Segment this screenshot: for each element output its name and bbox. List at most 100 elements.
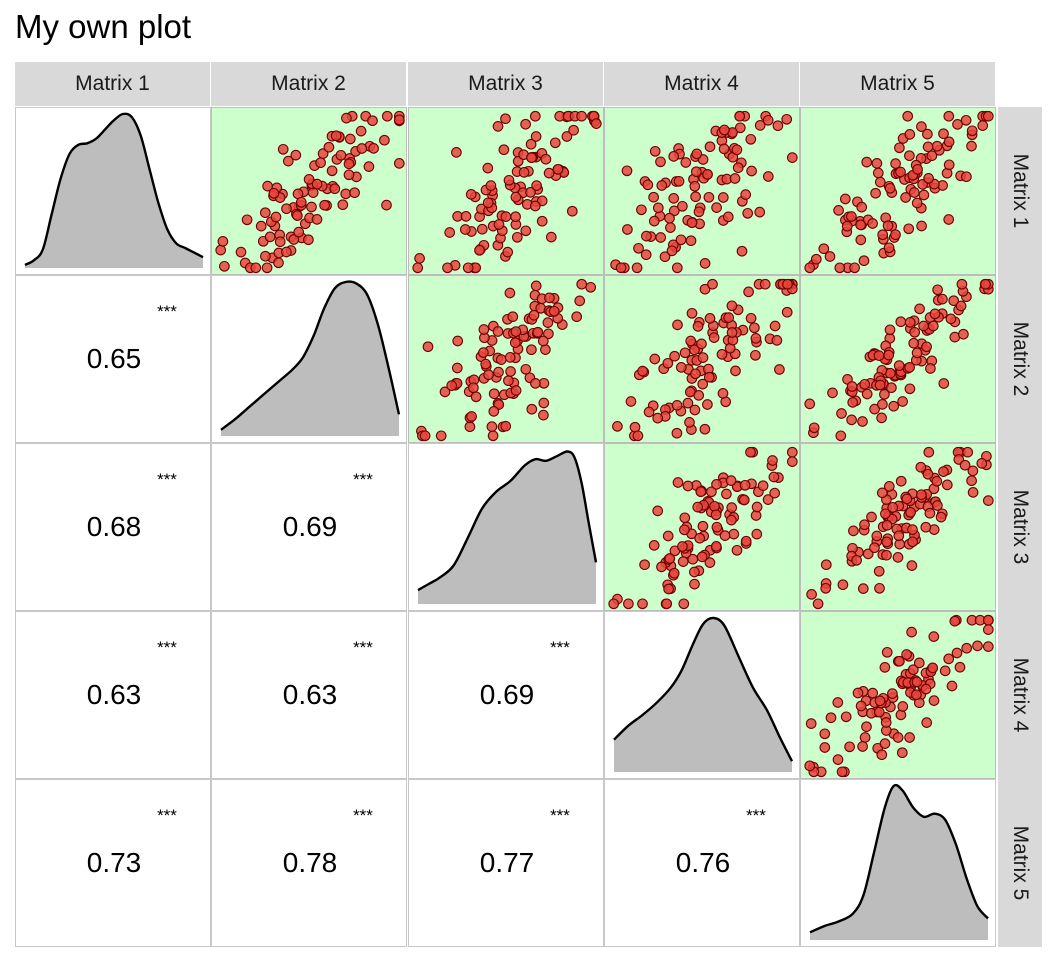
scatter-point: [888, 400, 900, 412]
scatter-point: [902, 110, 914, 122]
scatter-point: [677, 200, 688, 212]
scatter-point: [883, 481, 895, 492]
scatter-point: [648, 540, 660, 551]
scatter-point: [686, 217, 698, 229]
scatter-point: [264, 231, 276, 243]
scatter-point: [982, 624, 994, 635]
density-area: [25, 113, 203, 269]
scatter-point: [905, 506, 916, 518]
scatter-point: [677, 556, 689, 567]
scatter-point: [932, 284, 943, 296]
scatter-point: [493, 366, 504, 378]
scatter-point: [668, 567, 680, 579]
correlation-panel-2-1: 0.65 ***: [15, 275, 211, 443]
scatter-point: [329, 183, 341, 195]
scatter-point: [520, 225, 532, 237]
strip-right-1: Matrix 1: [998, 107, 1042, 275]
scatter-point: [648, 191, 659, 203]
correlation-panel-5-1: 0.73 ***: [15, 779, 211, 947]
scatter-point: [574, 295, 586, 307]
scatter-point: [270, 211, 282, 223]
scatter-point: [641, 230, 652, 242]
scatter-point: [642, 179, 654, 191]
scatter-point: [734, 110, 746, 122]
scatter-point: [827, 387, 838, 399]
scatter-point: [751, 501, 763, 513]
density-line: [809, 783, 989, 934]
scatter-point: [786, 456, 798, 467]
scatter-point: [874, 176, 886, 188]
scatter-point: [884, 324, 896, 336]
scatter-point: [958, 328, 969, 340]
scatter-point: [664, 212, 675, 224]
scatter-point: [877, 399, 888, 410]
scatter-point: [819, 742, 831, 753]
scatter-point: [704, 313, 716, 324]
density-area: [418, 451, 596, 604]
scatter-point: [881, 519, 893, 531]
scatter-point: [661, 598, 673, 610]
scatter-point: [754, 206, 766, 218]
scatter-point: [679, 524, 690, 536]
scatter-panel-1-3: [408, 107, 604, 275]
scatter-point: [525, 138, 537, 150]
scatter-point: [837, 579, 849, 591]
scatter-point: [961, 642, 973, 654]
scatter-point: [907, 664, 919, 676]
scatter-point: [356, 143, 368, 154]
correlation-value: 0.78: [282, 847, 338, 878]
scatter-point: [916, 489, 927, 501]
scatter-point: [703, 191, 715, 203]
density-line: [220, 280, 401, 431]
scatter-point: [695, 486, 707, 498]
scatter-point: [745, 446, 756, 458]
scatter-point: [525, 187, 536, 198]
significance-stars: ***: [353, 638, 373, 657]
panel-background: [801, 108, 995, 274]
scatter-point: [545, 231, 557, 243]
scatter-point: [960, 114, 972, 126]
scatter-point: [824, 251, 836, 262]
scatter-point: [255, 220, 267, 232]
scatter-point: [941, 479, 953, 491]
scatter-point: [913, 657, 925, 669]
strip-right-label: Matrix 4: [1009, 657, 1032, 733]
correlation-panel-5-4: 0.76 ***: [604, 779, 800, 947]
scatter-point: [552, 163, 564, 175]
scatter-point: [435, 430, 447, 442]
scatter-point: [465, 189, 477, 200]
scatter-point: [819, 728, 831, 740]
scatter-point: [694, 532, 706, 544]
scatter-point: [972, 640, 983, 652]
correlation-value: 0.63: [282, 679, 338, 710]
scatter-point: [980, 278, 991, 290]
scatter-point: [908, 337, 920, 349]
scatter-point: [281, 246, 292, 258]
scatter-point: [871, 530, 883, 542]
scatter-point: [954, 661, 966, 673]
density-panel-1: [15, 107, 211, 275]
scatter-point: [867, 687, 879, 699]
scatter-point: [292, 210, 303, 221]
scatter-point: [690, 166, 702, 178]
significance-stars: ***: [157, 302, 177, 321]
significance-stars: ***: [353, 470, 373, 489]
scatter-point: [217, 236, 229, 247]
scatter-point: [649, 145, 661, 157]
scatter-point: [897, 396, 908, 407]
scatter-point: [859, 732, 871, 743]
scatter-point: [935, 511, 947, 523]
scatter-point: [948, 295, 960, 307]
scatter-point: [689, 404, 701, 416]
scatter-point: [901, 649, 912, 660]
scatter-point: [887, 688, 898, 699]
scatter-point: [833, 205, 844, 216]
density-panel-5: [800, 779, 996, 947]
scatter-point: [750, 349, 761, 361]
scatter-point: [691, 148, 703, 160]
scatter-point: [825, 712, 837, 724]
scatter-point: [742, 207, 754, 219]
scatter-point: [470, 391, 482, 403]
scatter-point: [576, 278, 588, 290]
scatter-point: [505, 366, 516, 377]
